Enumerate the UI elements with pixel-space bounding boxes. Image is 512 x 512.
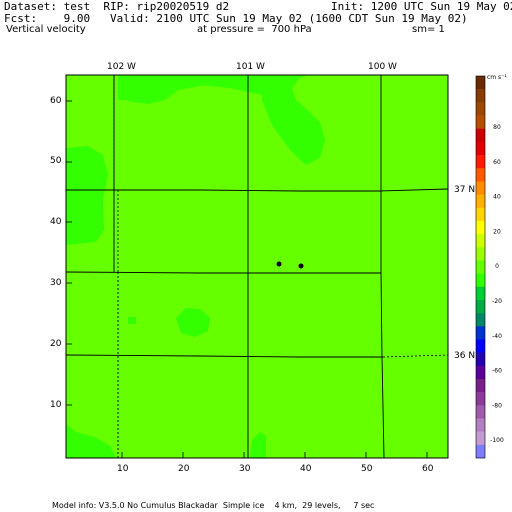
x-tick-10: 10 — [117, 464, 129, 474]
colorbar-swatch — [476, 128, 485, 143]
colorbar-swatch — [476, 431, 485, 446]
colorbar-swatch — [476, 207, 485, 222]
field-contours — [66, 75, 325, 458]
station-marker — [298, 263, 304, 269]
valid-time-label: Valid: 2100 UTC Sun 19 May 02 (1600 CDT … — [110, 12, 468, 25]
latitude-label-36n: 36 N — [454, 351, 476, 361]
colorbar-tick-label: 20 — [493, 228, 501, 235]
colorbar-swatch — [476, 418, 485, 432]
colorbar-swatch — [476, 89, 485, 103]
colorbar-swatch — [476, 326, 485, 340]
colorbar-swatch — [476, 299, 485, 314]
dataset-label: Dataset: test RIP: rip20020519 d2 — [4, 0, 230, 13]
colorbar-swatch — [476, 155, 485, 169]
colorbar-tick-label: -40 — [492, 333, 502, 340]
colorbar — [475, 75, 486, 459]
y-tick-10: 10 — [50, 400, 62, 410]
init-time-label: Init: 1200 UTC Sun 19 May 02 — [331, 0, 512, 13]
colorbar-tick-label: 60 — [493, 159, 501, 166]
longitude-label-101w: 101 W — [236, 62, 265, 72]
x-tick-50: 50 — [361, 464, 373, 474]
model-info-label: Model info: V3.5.0 No Cumulus Blackadar … — [52, 501, 375, 510]
longitude-label-102w: 102 W — [107, 62, 136, 72]
colorbar-swatch — [476, 392, 485, 406]
colorbar-swatch — [476, 365, 485, 380]
colorbar-swatch — [476, 168, 485, 182]
colorbar-labels: cm s⁻¹ 80 60 40 20 0 -20 -40 -60 -80 -100 — [487, 74, 507, 444]
colorbar-swatch — [476, 273, 485, 288]
vertical-velocity-field — [66, 75, 448, 458]
colorbar-tick-label: -20 — [492, 298, 502, 305]
colorbar-swatch — [476, 339, 485, 353]
pressure-level-label: at pressure = 700 hPa — [197, 24, 312, 35]
x-tick-40: 40 — [300, 464, 312, 474]
colorbar-tick-label: -100 — [490, 437, 504, 444]
colorbar-unit: cm s⁻¹ — [487, 74, 507, 81]
colorbar-swatch — [476, 234, 485, 248]
x-tick-20: 20 — [178, 464, 190, 474]
colorbar-swatch — [476, 260, 485, 274]
y-tick-50: 50 — [50, 156, 62, 166]
axis-ticks — [66, 100, 428, 458]
colorbar-swatch — [476, 286, 485, 301]
colorbar-tick-label: 80 — [493, 124, 501, 131]
forecast-hour-label: Fcst: 9.00 — [4, 12, 91, 25]
colorbar-swatch — [476, 444, 485, 459]
state-boundary-dotted — [113, 75, 449, 358]
colorbar-swatch — [476, 352, 485, 367]
colorbar-tick-label: -80 — [492, 402, 502, 409]
station-marker — [276, 261, 282, 267]
latitude-label-37n: 37 N — [454, 185, 476, 195]
colorbar-swatch — [476, 181, 485, 195]
y-tick-20: 20 — [50, 339, 62, 349]
y-tick-30: 30 — [50, 278, 62, 288]
colorbar-swatch — [476, 313, 485, 327]
colorbar-swatch — [476, 141, 485, 156]
longitude-label-100w: 100 W — [368, 62, 397, 72]
colorbar-swatch — [476, 378, 485, 393]
colorbar-tick-label: 0 — [495, 263, 499, 270]
x-tick-30: 30 — [239, 464, 251, 474]
x-tick-60: 60 — [422, 464, 434, 474]
colorbar-frame — [475, 75, 486, 459]
colorbar-swatch — [476, 115, 485, 129]
colorbar-swatch — [476, 405, 485, 419]
y-tick-60: 60 — [50, 96, 62, 106]
colorbar-tick-label: 40 — [493, 194, 501, 201]
y-tick-40: 40 — [50, 217, 62, 227]
field-name-label: Vertical velocity — [6, 24, 86, 35]
colorbar-swatch — [476, 194, 485, 209]
colorbar-swatch — [476, 247, 485, 261]
colorbar-swatch — [476, 102, 485, 116]
plot-frame — [65, 74, 449, 459]
smoothing-label: sm= 1 — [412, 24, 445, 35]
colorbar-swatch — [476, 76, 485, 90]
colorbar-swatch — [476, 220, 485, 235]
colorbar-tick-label: -60 — [492, 368, 502, 375]
